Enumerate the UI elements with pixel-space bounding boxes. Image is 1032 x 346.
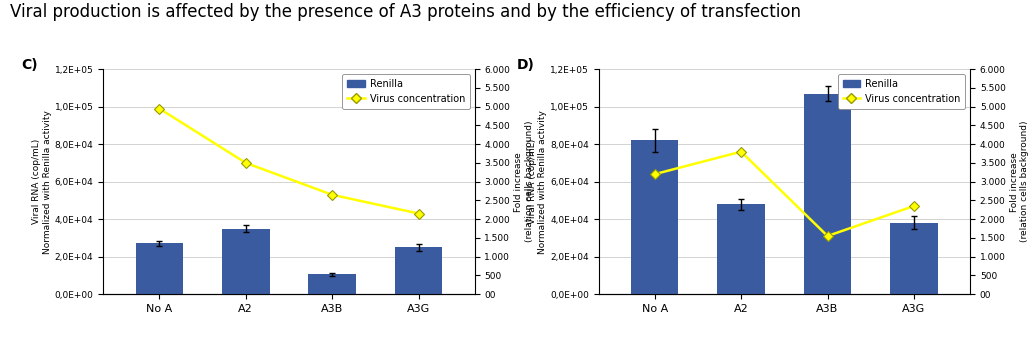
Y-axis label: Viral RNA (cop/mL)
Normalized with Renilla activity: Viral RNA (cop/mL) Normalized with Renil… <box>32 110 52 254</box>
Y-axis label: Viral RNA (cop/mL)
Normalized with Renilla activity: Viral RNA (cop/mL) Normalized with Renil… <box>527 110 547 254</box>
Y-axis label: Fold increase
(relation cells background): Fold increase (relation cells background… <box>1010 121 1029 243</box>
Bar <box>222 228 269 294</box>
Y-axis label: Fold increase
(relation cells background): Fold increase (relation cells background… <box>515 121 534 243</box>
Bar <box>717 204 765 294</box>
Legend: Renilla, Virus concentration: Renilla, Virus concentration <box>838 74 965 109</box>
Text: C): C) <box>22 58 38 72</box>
Bar <box>135 244 183 294</box>
Bar <box>631 140 678 294</box>
Bar <box>804 93 851 294</box>
Bar <box>891 223 938 294</box>
Text: D): D) <box>517 58 535 72</box>
Text: Viral production is affected by the presence of A3 proteins and by the efficienc: Viral production is affected by the pres… <box>10 3 801 21</box>
Legend: Renilla, Virus concentration: Renilla, Virus concentration <box>343 74 470 109</box>
Bar <box>395 247 443 294</box>
Bar <box>309 274 356 294</box>
